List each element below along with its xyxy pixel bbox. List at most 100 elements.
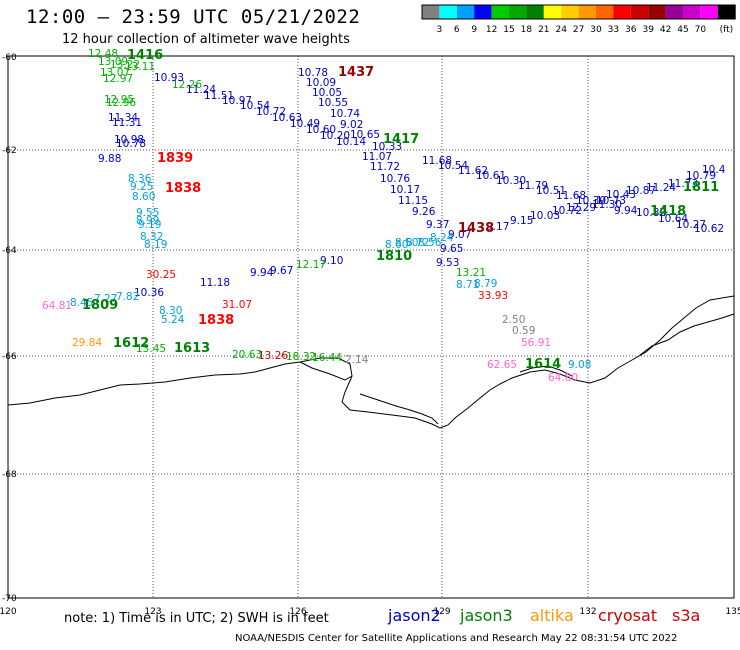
swh-value-label: 10.93 [154,72,184,84]
swh-value-label: 12.96 [106,97,136,109]
swh-value-label: 10.49 [290,118,320,130]
colorbar-swatch [630,5,649,19]
swh-value-label: 7.82 [116,291,139,303]
swh-value-label: 10.78 [116,138,146,150]
pass-time-label: 1810 [376,249,412,264]
swh-value-label: 10.60 [306,124,336,136]
colorbar-tick-label: 21 [538,25,549,35]
colorbar-unit-label: (ft) [720,25,734,35]
swh-value-label: 9.19 [138,219,161,231]
swh-value-label: 10.05 [312,87,342,99]
colorbar-tick-label: 45 [677,25,688,35]
colorbar-swatch [439,5,457,19]
colorbar-swatch [648,5,666,19]
swh-value-label: 8.32 [140,231,163,243]
swh-value-label: 8.56 [418,237,442,249]
colorbar-tick-label: 24 [555,25,567,35]
swh-value-label: 8.60 [132,191,155,203]
coastline-island [359,393,439,425]
swh-value-label: 10.54 [240,100,270,112]
satellite-name-jason2: jason2 [388,606,441,625]
swh-value-label: 11.24 [186,84,216,96]
swh-value-label: 20.63 [232,349,262,361]
swh-value-label: 13.45 [136,343,166,355]
swh-value-label: 12.17 [296,259,326,271]
swh-value-label: 12.95 [104,94,134,106]
swh-value-label: 30.25 [146,269,176,281]
swh-value-label: 10.30 [496,175,526,187]
pass-time-label: 1613 [174,341,210,356]
pass-time-label: 1809 [82,298,118,313]
colorbar-swatch [509,5,527,19]
swh-value-label: 10.03 [530,210,560,222]
swh-value-label: 31.07 [222,299,252,311]
colorbar-swatch [717,5,736,19]
lon-axis-labels: 120 123 126 129 132 135 [0,607,740,617]
footnote: note: 1) Time is in UTC; 2) SWH is in fe… [64,611,329,626]
swh-value-label: 33.93 [478,290,508,302]
lat-gridlines [8,149,734,475]
swh-value-label: 64.80 [548,372,578,384]
colorbar-frame [421,4,736,20]
lat-axis-labels: -60 -62 -64 -66 -68 -70 [2,53,17,604]
swh-value-label: 8.30 [159,305,182,317]
lat-tick-label: -66 [2,352,17,362]
swh-value-label: 10.33 [372,141,402,153]
swh-value-label: 13.07 [100,67,130,79]
swh-value-label: 8.19 [144,239,167,251]
swh-value-label: 10.87 [626,185,656,197]
satellite-name-s3a: s3a [672,606,701,625]
pass-time-label: 1416 [127,48,163,63]
swh-value-label: 11.30 [592,199,622,211]
colorbar-tick-label: 9 [471,25,477,35]
pass-time-label: 1437 [338,65,374,80]
pass-time-label: 1418 [650,204,686,219]
colorbar-tick-label: 15 [503,25,514,35]
coastline-inlet [519,365,573,377]
swh-value-label: 56.91 [521,337,551,349]
coastline-inner [299,361,353,381]
swh-value-label: 10.74 [330,108,360,120]
swh-value-label: 13.11 [125,61,155,73]
colorbar-tick-label: 42 [660,25,671,35]
swh-value-label: 7.27 [94,293,117,305]
colorbar-tick-label: 27 [573,25,584,35]
swh-value-label: 12.48 [88,48,118,60]
swh-value-label: 13.26 [258,350,288,362]
swh-value-label: 11.34 [108,112,138,124]
colorbar-tick-label: 39 [642,25,654,35]
swh-value-label: 10.55 [318,97,348,109]
swh-value-label: 8.99 [136,215,159,227]
colorbar-swatch [578,5,596,19]
time-labels: 1416 1437 1417 1839 1838 1811 1418 1438 1810 1809… [82,48,719,372]
swh-value-label: 9.15 [510,215,533,227]
swh-value-label: 29.84 [72,337,102,349]
credit-line: NOAA/NESDIS Center for Satellite Applica… [235,633,678,644]
pass-time-label: 1811 [683,180,719,195]
swh-value-label: 62.65 [487,359,517,371]
colorbar-swatch [456,5,475,19]
swh-value-label: 13.22 [110,59,140,71]
swh-value-label: 10.51 [536,185,566,197]
swh-value-label: 11.24 [646,182,676,194]
swh-value-label: 10.72 [256,106,286,118]
swh-value-label: 10.73 [596,195,626,207]
swh-value-label: 9.65 [440,243,463,255]
swh-value-label: 12.29 [566,202,596,214]
swh-value-label: 8.50 [395,237,418,249]
colorbar-tick-label: 70 [695,25,707,35]
lon-tick-label: 129 [433,607,450,617]
swh-value-label: 10.65 [350,129,380,141]
lat-tick-label: -64 [2,246,17,256]
swh-value-label: 9.55 [136,207,159,219]
swh-value-label: 5.24 [161,314,185,326]
lat-tick-label: -70 [2,594,17,604]
lon-tick-label: 132 [579,607,596,617]
satellite-name-jason3: jason3 [460,606,513,625]
swh-value-label: 8.79 [474,278,497,290]
swh-value-label: 10.64 [658,213,688,225]
colorbar-legend: 3 6 9 12 15 18 21 24 27 30 33 36 39 42 45 70 (ft) [421,4,736,35]
swh-value-label: 13.21 [456,267,486,279]
swh-value-label: 9.08 [568,359,591,371]
